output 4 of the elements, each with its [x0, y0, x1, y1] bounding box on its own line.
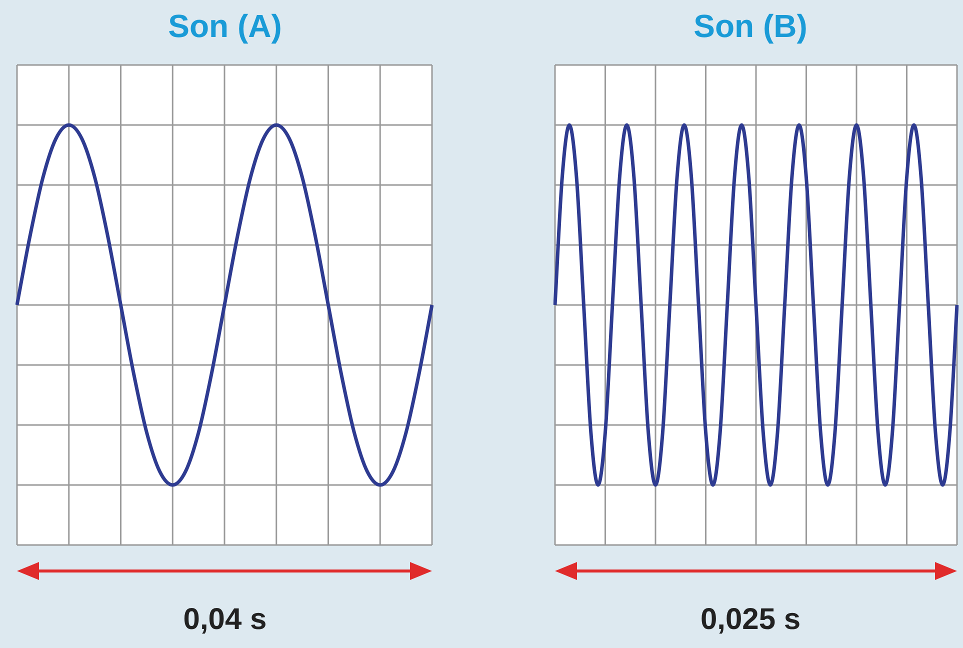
text: 0,025 s	[699, 603, 802, 637]
chart-title: Son (B)	[692, 8, 808, 45]
text: 0,04 s	[182, 603, 268, 637]
chart-title: Son (A)	[167, 8, 283, 45]
